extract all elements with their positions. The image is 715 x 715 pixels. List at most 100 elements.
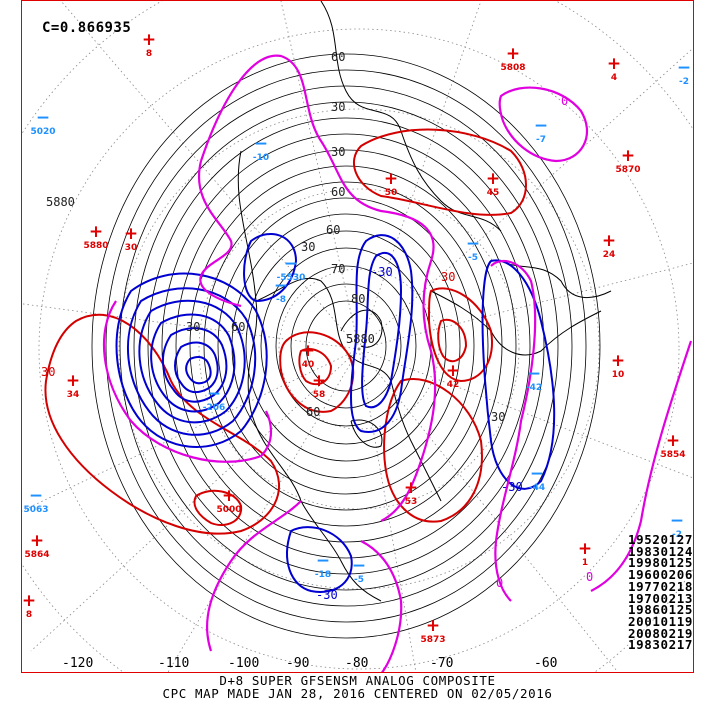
low-marker-symbol: −	[534, 116, 548, 136]
high-marker-value: 8	[26, 610, 32, 620]
analog-date: 20010119	[627, 613, 693, 629]
contour-label: 60	[331, 185, 345, 199]
low-marker-symbol: −	[677, 58, 691, 78]
low-marker-value: -42	[526, 383, 542, 393]
low-marker-symbol: −	[527, 364, 541, 384]
low-marker-value: -44	[529, 483, 545, 493]
longitude-label: -60	[534, 656, 558, 671]
high-marker-symbol: +	[607, 54, 621, 74]
low-marker-value: -8	[276, 295, 286, 305]
contour-label: 60	[331, 50, 345, 64]
high-marker-symbol: +	[611, 351, 625, 371]
low-marker-symbol: −	[466, 234, 480, 254]
high-marker-value: 42	[447, 380, 460, 390]
contour-label: 60	[231, 320, 245, 334]
analog-date: 19980125	[627, 555, 693, 571]
analog-date: 19860125	[627, 602, 693, 618]
longitude-label: -110	[158, 656, 190, 671]
high-marker-symbol: +	[384, 169, 398, 189]
low-marker-symbol: −	[207, 384, 221, 404]
high-marker-value: 5873	[420, 635, 445, 645]
low-marker-value: 5020	[30, 127, 55, 137]
high-marker-value: 10	[612, 370, 625, 380]
contour-label: 30	[41, 365, 55, 379]
high-marker-symbol: +	[124, 224, 138, 244]
low-marker-value: -5530	[277, 273, 306, 283]
high-marker-symbol: +	[312, 371, 326, 391]
contour-label: 0	[496, 576, 503, 590]
longitude-label: -90	[286, 656, 310, 671]
high-marker-symbol: +	[602, 231, 616, 251]
high-marker-value: 50	[385, 188, 398, 198]
footer: D+8 SUPER GFSENSM ANALOG COMPOSITE CPC M…	[0, 674, 715, 700]
contour-label: 70	[331, 262, 345, 276]
high-marker-value: 5880	[83, 241, 108, 251]
high-marker-symbol: +	[578, 539, 592, 559]
longitude-label: -70	[430, 656, 454, 671]
low-marker-symbol: −	[352, 556, 366, 576]
longitude-label: -80	[345, 656, 369, 671]
high-marker-value: 5870	[615, 165, 640, 175]
low-marker-symbol: −	[254, 134, 268, 154]
contour-label: 5880	[346, 332, 375, 346]
footer-title: D+8 SUPER GFSENSM ANALOG COMPOSITE	[219, 673, 496, 688]
analog-date-list: 19520127 19830124 19980125 19600206 1977…	[627, 532, 693, 653]
height-contours	[91, 53, 601, 639]
contour-label: 60	[326, 223, 340, 237]
contour-label: 5880	[46, 195, 75, 209]
analog-date: 19520127	[627, 532, 693, 547]
low-marker-value: -18	[315, 570, 331, 580]
positive-anomaly-contours	[44, 128, 527, 535]
correlation-label: C=0.866935	[42, 20, 132, 36]
analog-date: 19830217	[627, 637, 693, 653]
contour-labels: 5880 30 30 0 0 -30 -30 -30 0 30 30 30 30…	[41, 50, 593, 602]
low-marker-value: -2	[672, 530, 682, 540]
analog-date: 20080219	[627, 625, 693, 641]
high-marker-value: 53	[405, 497, 418, 507]
low-marker-symbol: −	[274, 276, 288, 296]
high-marker-value: 30	[125, 243, 138, 253]
high-marker-value: 40	[302, 360, 315, 370]
contour-label: 30	[491, 410, 505, 424]
contour-label: 30	[331, 100, 345, 114]
contour-label: 0	[586, 570, 593, 584]
contour-label: -30	[501, 480, 523, 494]
contour-label: 60	[306, 405, 320, 419]
zero-anomaly-contours	[102, 54, 693, 672]
low-marker-value: 5063	[23, 505, 48, 515]
high-marker-symbol: +	[89, 222, 103, 242]
contour-label: 30	[441, 270, 455, 284]
analog-date: 19830124	[627, 543, 693, 559]
high-marker-symbol: +	[66, 371, 80, 391]
contour-label: -30	[316, 588, 338, 602]
contour-label: -30	[371, 265, 393, 279]
high-markers: +8 +5808 +4+5880+30+34+5000+5864+8+50+45+5…	[22, 30, 686, 645]
high-marker-symbol: +	[142, 30, 156, 50]
high-marker-symbol: +	[621, 146, 635, 166]
contour-label: 30	[301, 240, 315, 254]
high-marker-value: 5808	[500, 63, 525, 73]
map-frame: 5880 30 30 0 0 -30 -30 -30 0 30 30 30 30…	[21, 0, 694, 673]
longitude-label: -120	[62, 656, 94, 671]
high-marker-value: 4	[611, 73, 617, 83]
high-marker-value: 5854	[660, 450, 685, 460]
contour-label: 80	[351, 292, 365, 306]
high-marker-value: 5000	[216, 505, 241, 515]
high-marker-symbol: +	[426, 616, 440, 636]
analog-date: 19600206	[627, 567, 693, 583]
high-marker-symbol: +	[486, 169, 500, 189]
low-marker-symbol: −	[36, 108, 50, 128]
low-marker-symbol: −	[530, 464, 544, 484]
high-marker-value: 24	[603, 250, 616, 260]
negative-anomaly-contours	[115, 232, 556, 593]
high-marker-symbol: +	[666, 431, 680, 451]
high-marker-value: 34	[67, 390, 80, 400]
high-marker-value: 5864	[24, 550, 49, 560]
low-marker-symbol: −	[29, 486, 43, 506]
low-marker-symbol: −	[670, 511, 684, 531]
coastlines	[237, 1, 612, 602]
low-marker-value: -206	[203, 403, 226, 413]
analog-date: 19770218	[627, 578, 693, 594]
low-marker-symbol: −	[284, 254, 298, 274]
high-marker-value: 1	[582, 558, 588, 568]
